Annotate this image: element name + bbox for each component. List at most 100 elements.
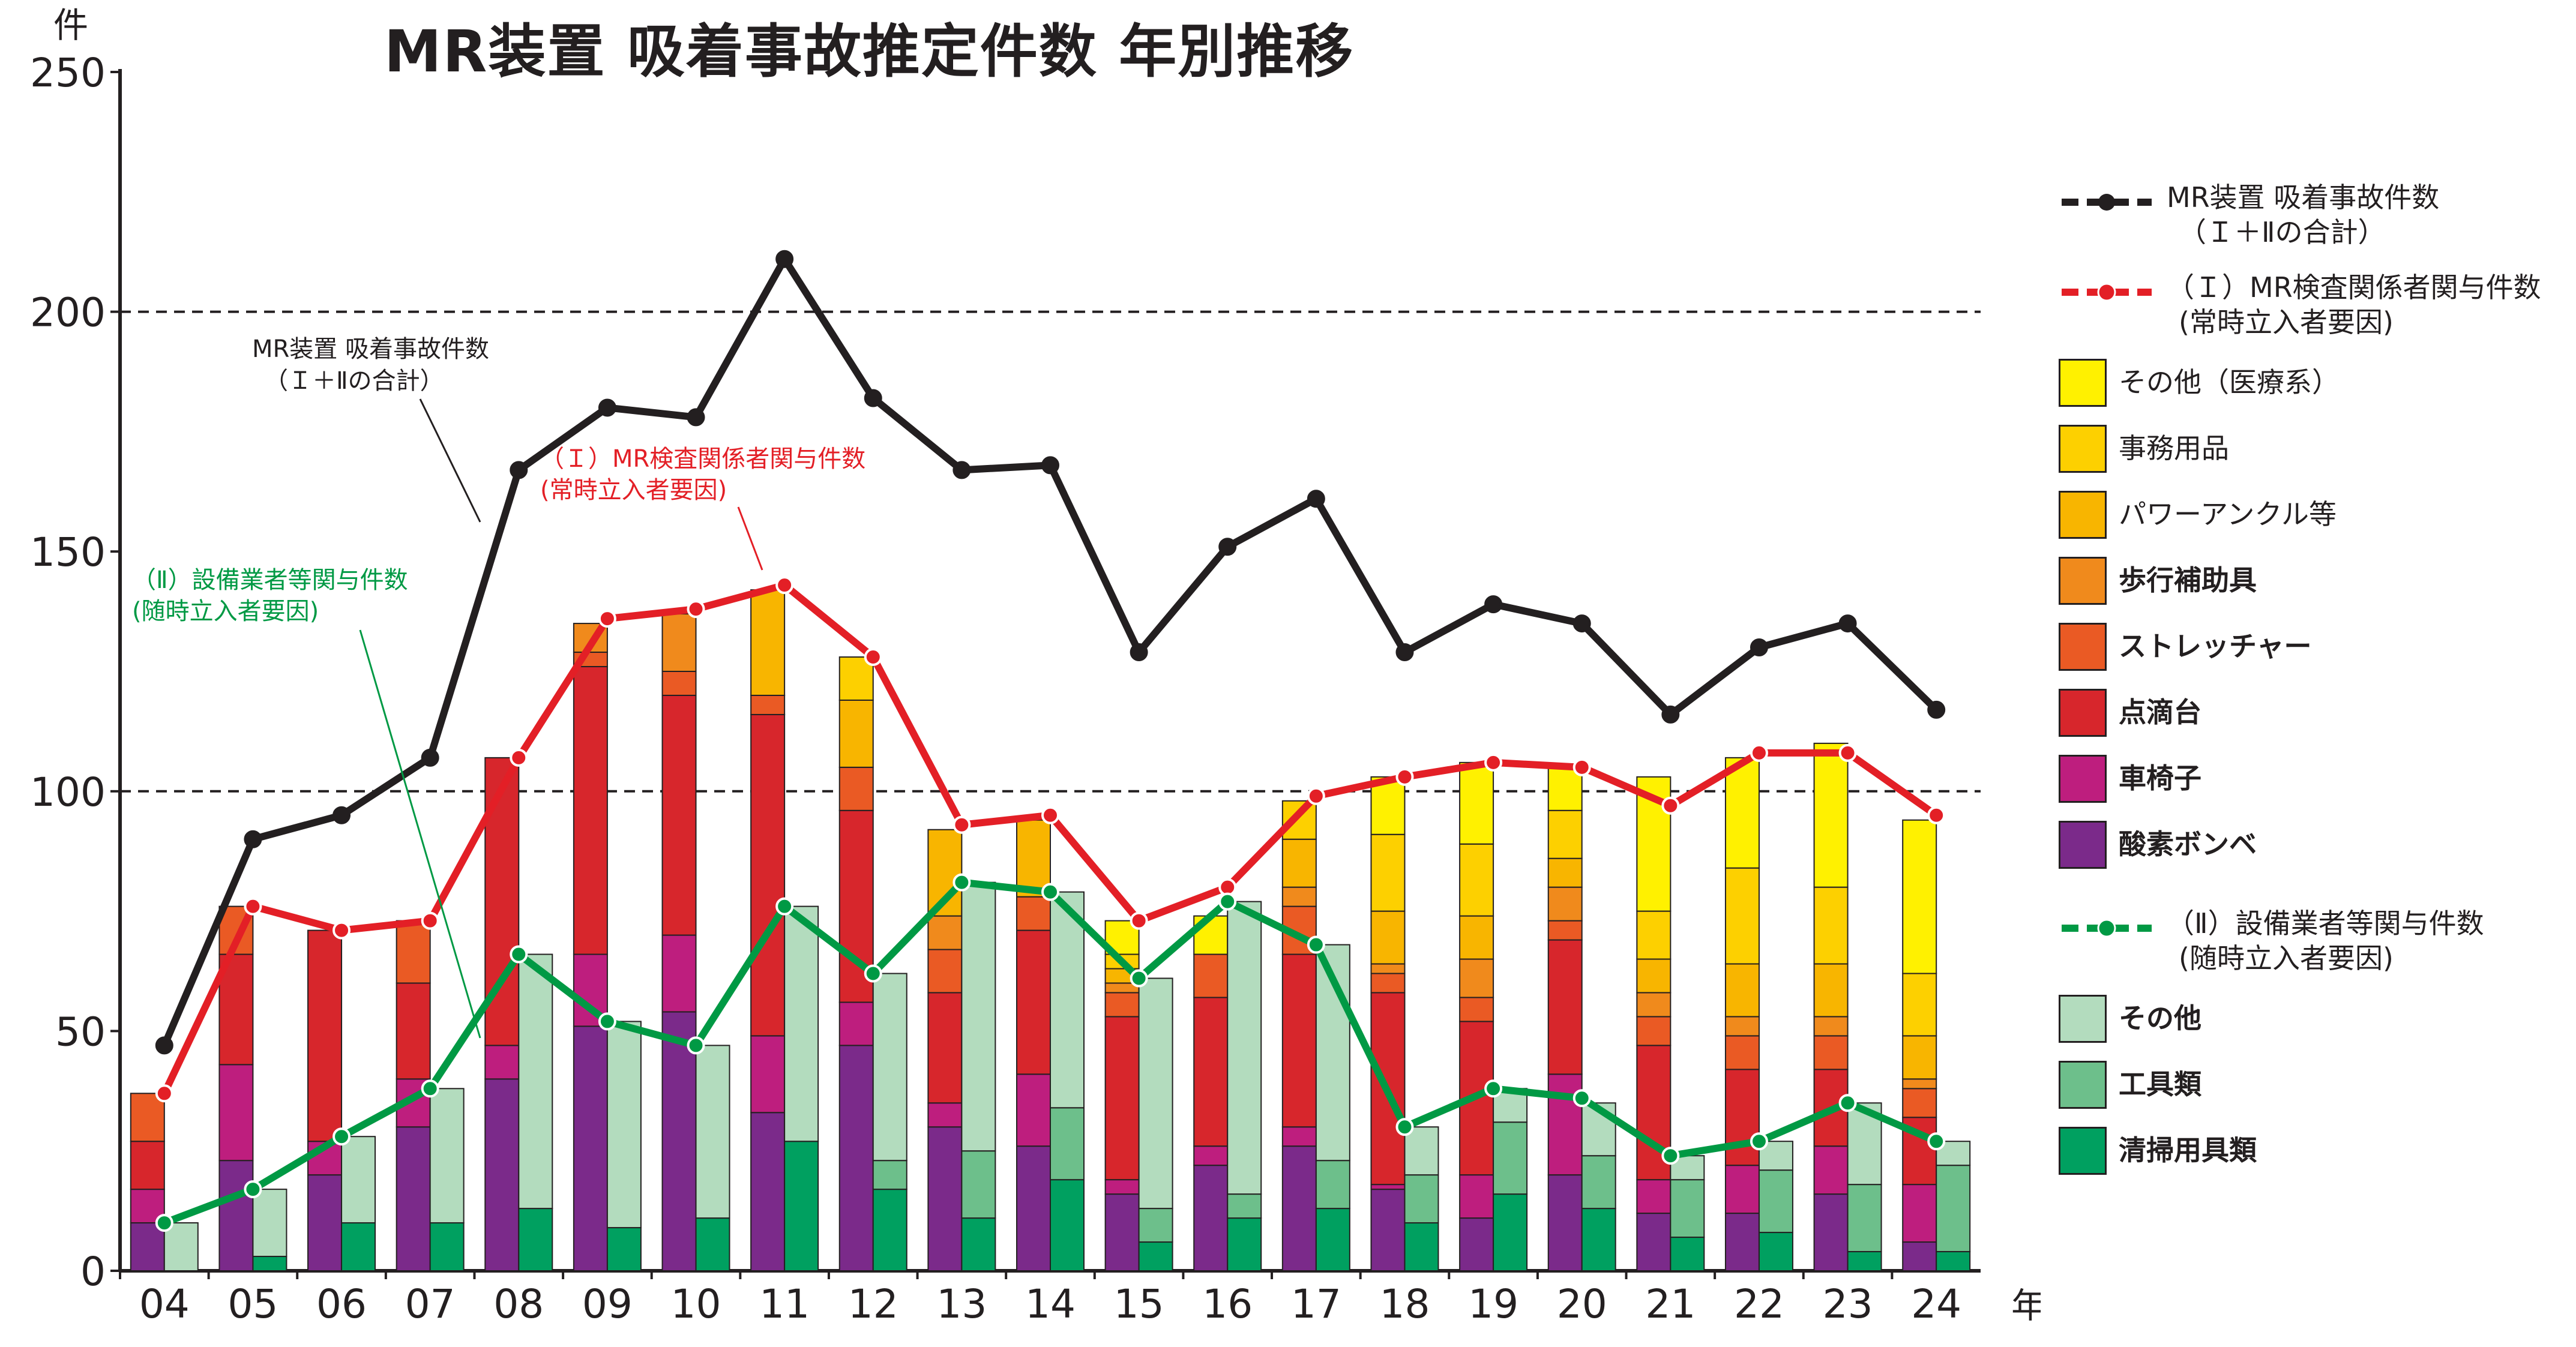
bar-group2-segment: [1050, 1179, 1085, 1271]
line-group1-point: [598, 610, 616, 628]
bar-group2-segment: [872, 1189, 907, 1271]
line-total-point: [1661, 705, 1680, 724]
bar-group2-segment: [429, 1088, 465, 1224]
bar-group1-segment: [1636, 1179, 1672, 1214]
line-group2-point: [155, 1214, 173, 1232]
line-group1-point: [1661, 796, 1680, 815]
line-group2-point: [1661, 1147, 1680, 1165]
bar-group1-segment: [1724, 867, 1760, 965]
line-total-point: [244, 830, 262, 848]
legend-group2-item: その他: [2059, 990, 2575, 1056]
legend-group1-item: 酸素ボンベ: [2059, 816, 2575, 882]
bar-group1-segment: [750, 1112, 786, 1272]
bar-group1-segment: [1813, 742, 1849, 888]
line-group1-point: [510, 748, 528, 767]
x-tick-label: 14: [1025, 1281, 1076, 1327]
line-group2-point: [1572, 1089, 1591, 1108]
y-tick-label: 100: [30, 769, 106, 815]
legend-total-line: MR装置 吸着事故件数 （Ｉ＋Ⅱの合計）: [2059, 180, 2575, 270]
legend-group2-label: その他: [2119, 1002, 2201, 1034]
bar-group1-segment: [1281, 838, 1317, 888]
bar-group1-segment: [1813, 1145, 1849, 1195]
bar-group1-segment: [1370, 833, 1406, 912]
bar-group2-segment: [1847, 1184, 1882, 1253]
chart-title: MR装置 吸着事故推定件数 年別推移: [384, 18, 1355, 85]
bar-group2-segment: [872, 973, 907, 1162]
line-group1-point: [1395, 767, 1414, 786]
bar-group2-segment: [252, 1256, 287, 1271]
bar-group1-segment: [1459, 997, 1494, 1022]
line-total-point: [333, 806, 351, 824]
bar-group2-segment: [1050, 891, 1085, 1109]
legend-group1-label: ストレッチャー: [2119, 630, 2312, 662]
line-group1-point: [775, 576, 794, 595]
x-tick-label: 06: [316, 1281, 367, 1327]
line-total-point: [155, 1036, 173, 1055]
bar-group1-segment: [1547, 920, 1583, 941]
bar-group1-segment: [1813, 1035, 1849, 1070]
line-total-point: [1218, 538, 1237, 556]
bar-group2-segment: [1227, 1193, 1262, 1219]
bar-group1-segment: [1281, 953, 1317, 1128]
x-tick-label: 04: [139, 1281, 190, 1327]
bar-group1-segment: [1724, 1213, 1760, 1271]
bar-group1-segment: [130, 1189, 165, 1224]
bar-group1-segment: [750, 589, 786, 696]
bar-group1-segment: [1547, 857, 1583, 888]
legend-group1-swatch: [2059, 359, 2107, 407]
legend-group1-swatch: [2059, 623, 2107, 671]
bar-group2-segment: [606, 1021, 642, 1229]
bar-group2-segment: [429, 1222, 465, 1271]
line-total-point: [598, 398, 616, 417]
line-total-point: [1307, 490, 1325, 508]
bar-group2-segment: [1581, 1155, 1616, 1210]
line-group1-point: [244, 897, 262, 916]
bar-group1-segment: [1547, 766, 1583, 811]
line-group2-point: [1484, 1079, 1503, 1098]
bar-group2-segment: [1670, 1237, 1705, 1271]
bar-group2-segment: [695, 1217, 730, 1272]
bar-group1-segment: [1724, 1016, 1760, 1037]
bar-group1-segment: [573, 666, 608, 955]
legend-group1-items: その他（医療系） 事務用品 パワーアンクル等 歩行補助具 ストレッチャー 点滴台 車椅子 酸素…: [2059, 354, 2575, 882]
bar-group1-segment: [661, 934, 697, 1013]
legend-group2-label: 清掃用具類: [2119, 1134, 2257, 1166]
bar-group2-segment: [961, 1217, 996, 1272]
y-tick-label: 200: [30, 290, 106, 336]
bar-group1-segment: [1636, 910, 1672, 960]
bar-group1-segment: [1016, 1145, 1051, 1272]
legend-group1-item: 事務用品: [2059, 420, 2575, 486]
bar-group1-segment: [218, 1160, 254, 1271]
bar-group1-segment: [484, 1045, 520, 1080]
line-group2-point: [1838, 1094, 1857, 1112]
bar-group1-segment: [1902, 973, 1937, 1037]
bar-group2-segment: [341, 1222, 376, 1271]
bar-group1-segment: [661, 613, 697, 673]
bar-group1-segment: [1636, 1213, 1672, 1271]
legend-group1-label: 点滴台: [2119, 696, 2201, 728]
legend-group1-line: （Ｉ）MR検査関係者関与件数 (常時立入者要因): [2059, 270, 2575, 354]
legend-group1-marker: [2062, 283, 2152, 301]
bar-group1-segment: [1813, 1193, 1849, 1272]
y-axis-unit: 件: [53, 5, 88, 46]
bar-group1-segment: [838, 766, 874, 811]
bar-group1-segment: [927, 915, 963, 950]
legend-group1-label: 酸素ボンベ: [2119, 828, 2257, 860]
bar-group1-segment: [1459, 843, 1494, 917]
bar-group1-segment: [1813, 1016, 1849, 1037]
bar-group1-segment: [1813, 886, 1849, 965]
bar-group1-segment: [1547, 1174, 1583, 1272]
bar-group1-segment: [1016, 819, 1051, 898]
bar-group1-segment: [130, 1222, 165, 1271]
x-tick-label: 13: [936, 1281, 987, 1327]
line-group1-point: [1484, 753, 1503, 772]
bar-group2-segment: [784, 905, 819, 1142]
line-group1-point: [1750, 743, 1768, 762]
bar-group1-segment: [927, 1102, 963, 1128]
bar-group1-segment: [661, 671, 697, 696]
line-group2-point: [1130, 969, 1148, 988]
legend-group1-label: 車椅子: [2119, 762, 2201, 794]
bar-group2-segment: [1315, 1160, 1350, 1210]
bar-group1-segment: [307, 929, 343, 1142]
line-total-point: [952, 461, 971, 479]
